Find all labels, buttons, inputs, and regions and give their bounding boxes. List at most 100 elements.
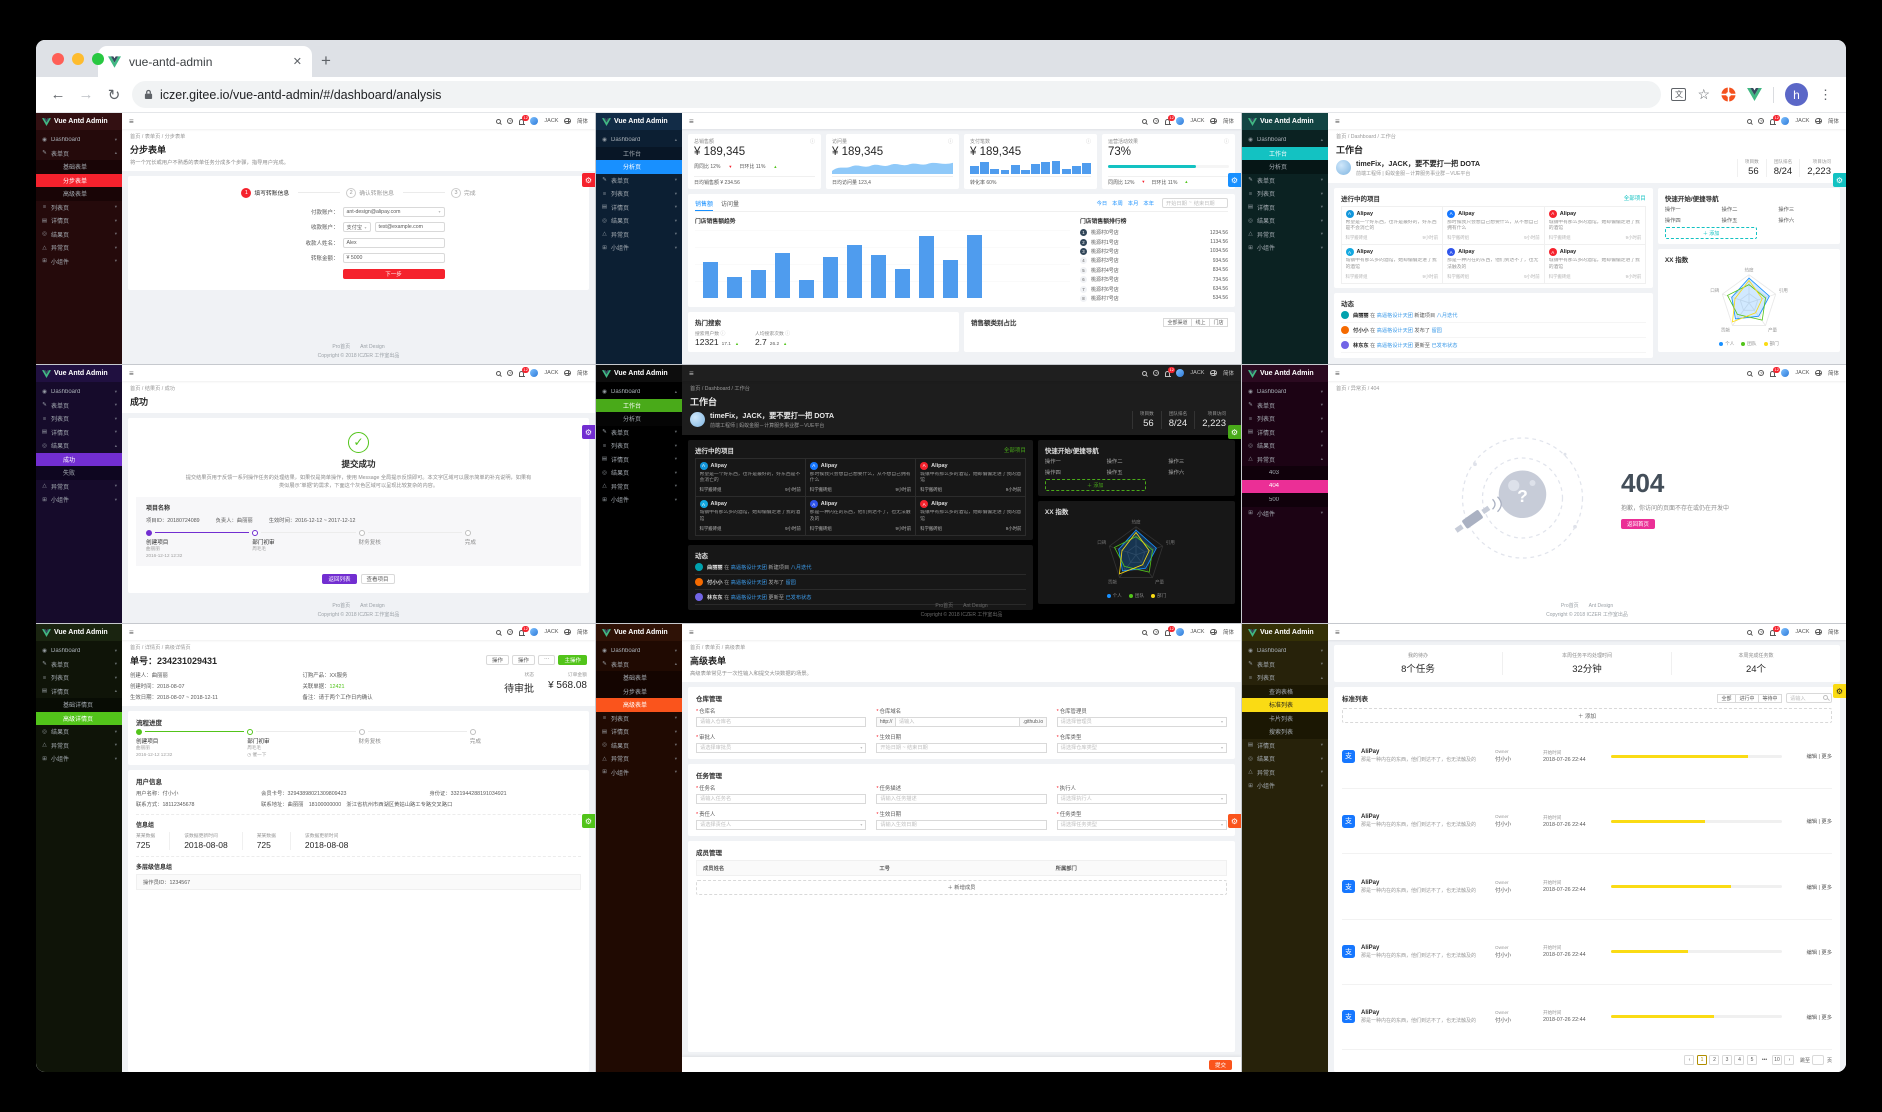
menu-item[interactable]: ⊞ 小组件 ▾ [1248,782,1323,791]
form-input[interactable]: 请选择审批员 ▾ [696,742,867,753]
breadcrumb[interactable]: 首页 / 详情页 / 高级详情页 [130,645,191,651]
globe-icon[interactable] [564,369,571,377]
list-item[interactable]: 支 AliPay 那是一种内在的东西，他们到达不了，也无法触及的 Owner 付小小… [1342,920,1832,985]
page-button[interactable]: 4 [1734,1055,1745,1065]
quick-op-link[interactable]: 操作三 [1168,459,1185,465]
menu-item[interactable]: 500 [1242,493,1328,507]
info-icon[interactable]: ⓘ [720,331,726,338]
range-link[interactable]: 今日 [1096,201,1108,207]
form-input[interactable]: 请输入生效日期 [876,819,1047,830]
app-logo[interactable]: Vue Antd Admin [1242,113,1328,130]
search-icon[interactable] [1141,118,1147,124]
quick-op-link[interactable]: 操作二 [1721,207,1738,213]
vue-devtools-icon[interactable] [1747,88,1762,101]
bell-icon[interactable]: 12 [1164,366,1176,377]
help-icon[interactable]: ? [506,369,514,377]
user-avatar[interactable] [1781,369,1790,377]
user-name[interactable]: JACK [544,370,559,376]
all-projects-link[interactable]: 全部项目 [1003,448,1026,454]
settings-gear-button[interactable]: ⚙ [582,173,595,187]
page-button[interactable]: 1 [1696,1055,1707,1065]
filter-button[interactable]: 进行中 [1734,693,1759,703]
extension-orange-icon[interactable] [1721,87,1736,102]
menu-item[interactable]: △ 异常页 ▾ [42,483,117,491]
hamburger-icon[interactable]: ≡ [1335,116,1340,126]
bell-icon[interactable]: 12 [1164,625,1176,636]
menu-item[interactable]: ⊞ 小组件 ▾ [42,258,117,266]
help-icon[interactable]: ? [1757,628,1765,636]
menu-item[interactable]: △ 异常页 ▾ [1248,769,1323,777]
page-button[interactable]: 5 [1746,1055,1757,1065]
menu-item[interactable]: ▤ 详情页 ▾ [41,217,117,226]
hamburger-icon[interactable]: ≡ [1335,368,1340,378]
menu-item[interactable]: 分步表单 [596,684,682,698]
add-member-button[interactable]: ＋ 新增成员 [696,879,1227,895]
user-name[interactable]: JACK [1190,629,1205,635]
menu-item[interactable]: ✎ 表单页 ▾ [1248,402,1323,410]
menu-item[interactable]: ◎ 结果页 ▾ [42,231,117,239]
menu-item[interactable]: ⊞ 小组件 ▾ [602,244,677,253]
payee-account-input[interactable]: test@example.com [374,222,445,232]
user-name[interactable]: JACK [1795,370,1810,376]
search-icon[interactable] [495,370,501,376]
profile-avatar[interactable]: h [1785,83,1808,106]
menu-item[interactable]: ◉ Dashboard ▾ [1248,388,1323,395]
channel-button[interactable]: 线上 [1190,317,1210,327]
menu-item[interactable]: ✎ 表单页 ▾ [602,177,677,185]
edit-link[interactable]: 编辑 [1806,884,1818,891]
menu-item[interactable]: ⊞ 小组件 ▾ [42,755,117,764]
menu-item[interactable]: ▤ 详情页 ▾ [601,728,677,737]
menu-item[interactable]: ✎ 表单页 ▾ [1248,661,1323,669]
menu-item[interactable]: ⊞ 小组件 ▾ [1248,510,1323,518]
project-card[interactable]: A Alipay 那时候我只会想自己想要什么，从不想自己拥有什么 科学搬砖组 9小时… [1442,205,1545,245]
menu-item[interactable]: ≡ 列表页 ▾ [42,204,117,212]
settings-gear-button[interactable]: ⚙ [1228,814,1241,828]
form-input[interactable]: 请选择仓库类型 ▾ [1056,742,1227,753]
bell-icon[interactable]: 12 [1769,366,1781,377]
more-link[interactable]: 更多 [1821,1014,1832,1021]
breadcrumb[interactable]: 首页 / Dashboard / 工作台 [1336,134,1396,140]
range-link[interactable]: 本年 [1143,201,1154,207]
search-icon[interactable] [495,629,501,635]
menu-item[interactable]: ◉ Dashboard ▾ [602,647,677,654]
bell-icon[interactable]: 12 [1164,114,1176,125]
menu-item[interactable]: ⊞ 小组件 ▾ [602,769,677,777]
globe-icon[interactable] [1815,628,1822,636]
language-switch[interactable]: 简体 [576,630,588,636]
breadcrumb[interactable]: 首页 / 表单页 / 高级表单 [690,645,746,651]
language-switch[interactable]: 简体 [1827,371,1839,377]
back-to-list-button[interactable]: 返回列表 [322,573,357,584]
breadcrumb[interactable]: 首页 / 表单页 / 分步表单 [130,134,186,140]
menu-item[interactable]: ✎ 表单页 ▾ [42,661,117,669]
page-button[interactable]: 10 [1771,1055,1782,1065]
minimize-window-button[interactable] [72,53,84,65]
quick-op-link[interactable]: 操作四 [1044,470,1061,476]
info-icon[interactable]: ⓘ [785,331,791,338]
menu-item[interactable]: ✎ 表单页 ▴ [42,150,117,158]
new-tab-button[interactable]: + [321,51,331,70]
app-logo[interactable]: Vue Antd Admin [596,365,682,382]
user-avatar[interactable] [1781,117,1790,125]
menu-item[interactable]: 卡片列表 [1242,711,1328,725]
bookmark-star-icon[interactable]: ☆ [1697,86,1710,102]
list-item[interactable]: 支 AliPay 那是一种内在的东西，他们到达不了，也无法触及的 Owner 付小小… [1342,854,1832,920]
breadcrumb[interactable]: 首页 / 结果页 / 成功 [130,386,175,392]
menu-item[interactable]: ✎ 表单页 ▾ [1248,177,1323,185]
menu-item[interactable]: ≡ 列表页 ▾ [42,674,117,683]
form-input[interactable]: 请输入 [894,716,1021,727]
bell-icon[interactable]: 12 [518,366,530,377]
channel-button[interactable]: 全部渠道 [1162,317,1192,327]
filter-button[interactable]: 等待中 [1757,693,1782,703]
page-button[interactable]: 2 [1709,1055,1720,1065]
menu-item[interactable]: ≡ 列表页 ▾ [1248,415,1323,424]
globe-icon[interactable] [1210,628,1217,636]
language-switch[interactable]: 简体 [1222,119,1234,125]
info-icon[interactable]: ⓘ [1085,139,1091,145]
translate-icon[interactable]: 文 [1671,88,1687,101]
hamburger-icon[interactable]: ≡ [689,368,694,378]
menu-item[interactable]: ◉ Dashboard ▾ [1248,647,1323,654]
menu-item[interactable]: 标准列表 [1242,698,1328,712]
form-input[interactable]: 请选择责任人 ▾ [696,819,867,830]
bell-icon[interactable]: 12 [518,114,530,125]
project-card[interactable]: A Alipay 那时候我只会想自己想要什么，从不想自己拥有什么 科学搬砖组 9小时… [804,457,917,497]
